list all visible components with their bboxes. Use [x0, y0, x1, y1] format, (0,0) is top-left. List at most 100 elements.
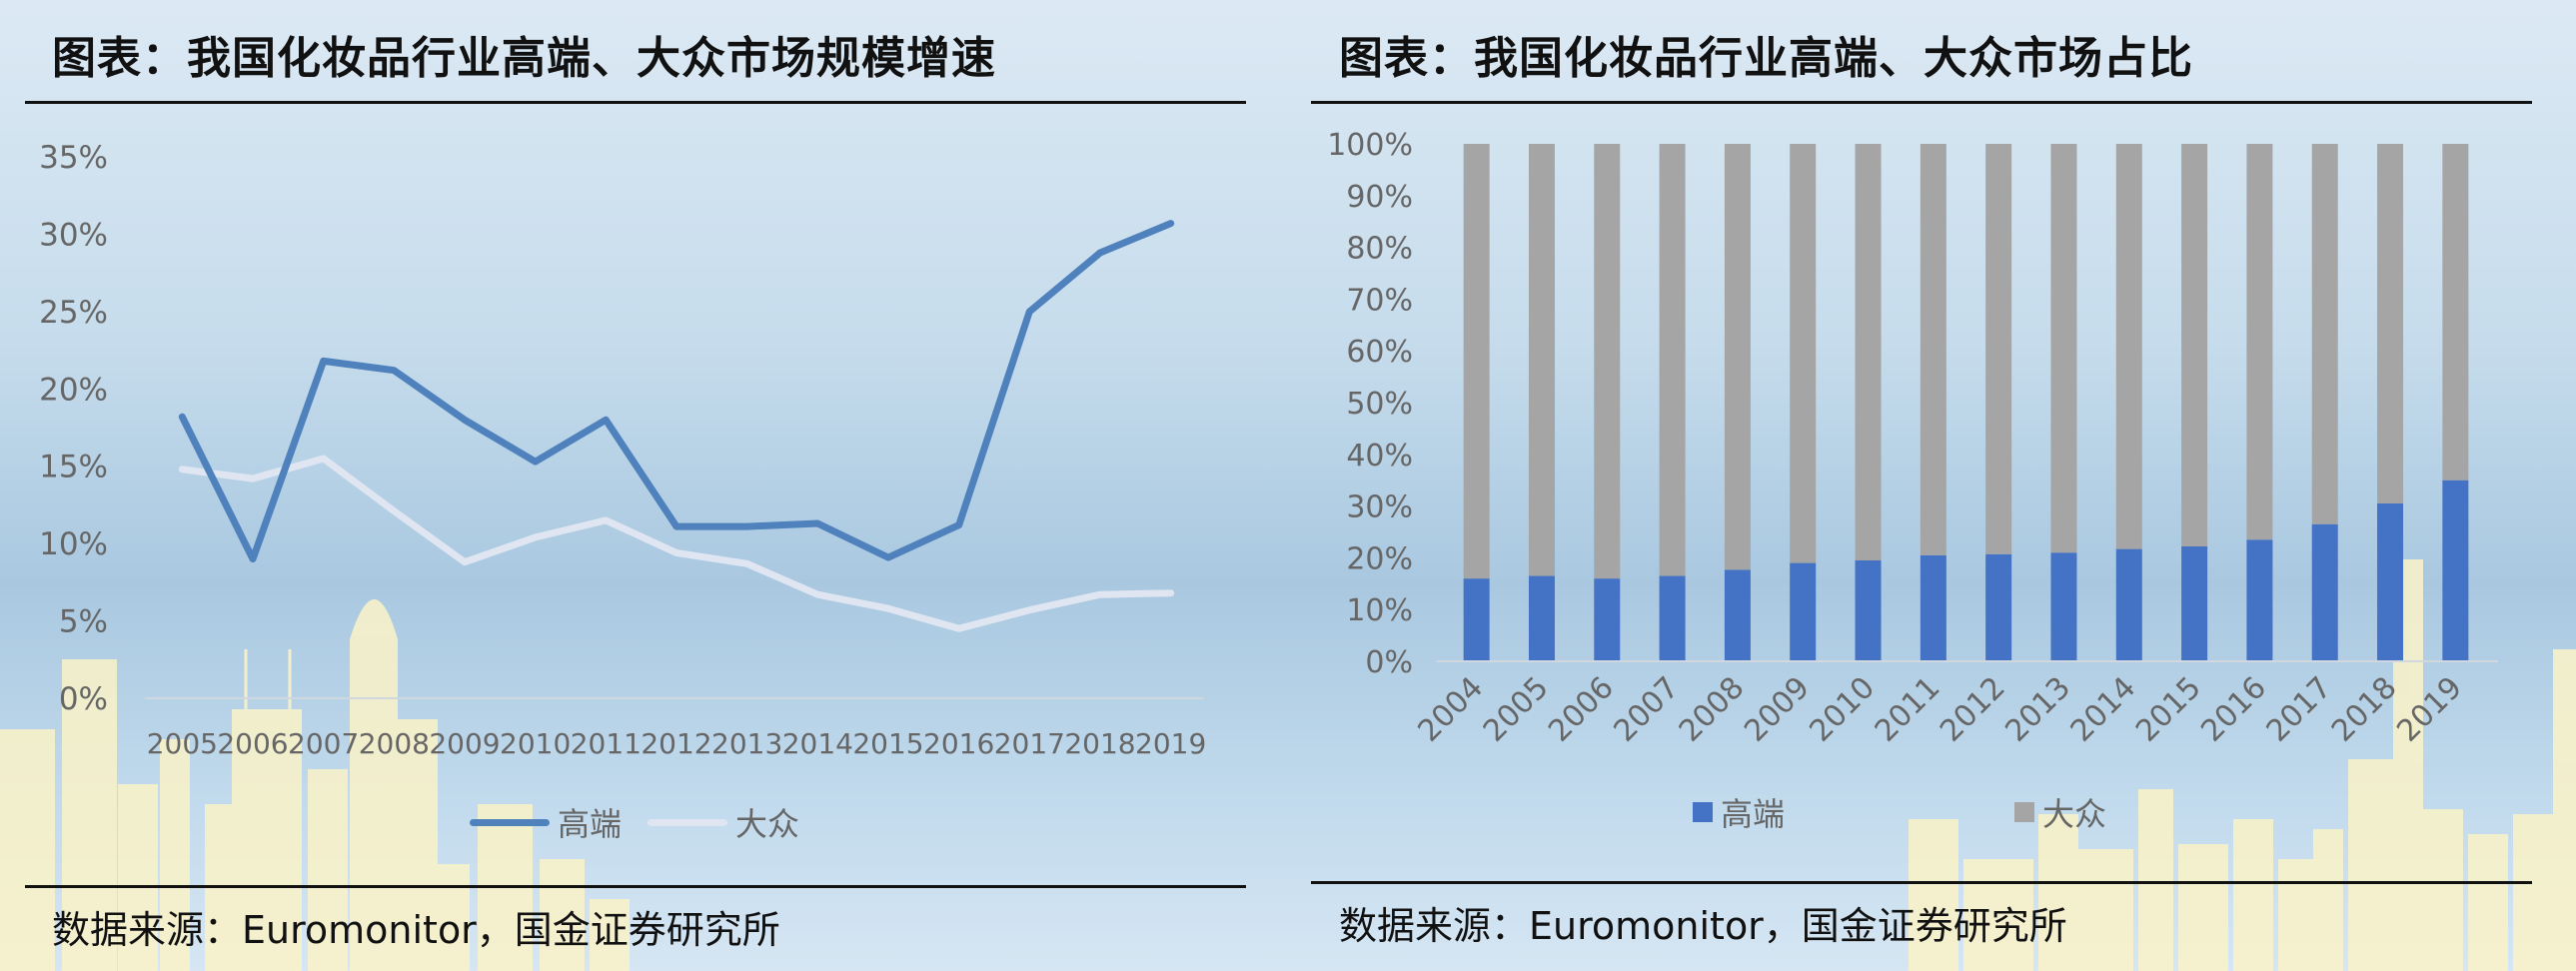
y-tick-label: 0%	[1365, 645, 1413, 680]
y-tick-label: 70%	[1346, 283, 1413, 318]
premium-data-point	[886, 555, 890, 560]
x-tick-label: 2005	[1477, 670, 1556, 749]
x-tick-label: 2007	[288, 727, 359, 760]
mass-data-point	[392, 508, 397, 513]
x-tick-label: 2010	[500, 727, 571, 760]
y-tick-label: 20%	[1346, 541, 1413, 576]
premium-share-bar	[2181, 546, 2208, 661]
y-tick-label: 30%	[1346, 490, 1413, 525]
x-tick-label: 2011	[1869, 670, 1947, 749]
x-tick-label: 2009	[1738, 670, 1817, 749]
mass-data-point	[463, 559, 467, 564]
right-chart-title: 图表：我国化妆品行业高端、大众市场占比	[1339, 33, 2193, 84]
mass-data-point	[886, 606, 890, 611]
x-tick-label: 2012	[1933, 670, 2012, 749]
mass-share-bar	[1920, 144, 1946, 555]
legend-item-premium: 高端	[470, 799, 622, 845]
mass-share-bar	[1528, 144, 1555, 576]
premium-data-point	[533, 460, 538, 465]
x-tick-label: 2019	[2390, 670, 2469, 749]
x-tick-label: 2017	[994, 727, 1065, 760]
mass-share-bar	[1463, 144, 1490, 579]
x-tick-label: 2011	[571, 727, 642, 760]
legend-premium-swatch	[470, 818, 550, 826]
premium-data-point	[956, 522, 961, 527]
x-tick-label: 2016	[923, 727, 994, 760]
premium-share-bar	[2115, 548, 2142, 661]
y-tick-label: 0%	[59, 681, 108, 717]
legend-item-premium-share: 高端	[1693, 789, 1785, 835]
premium-share-bar	[1985, 553, 2012, 661]
premium-data-point	[1168, 221, 1173, 226]
y-tick-label: 90%	[1346, 180, 1413, 215]
y-tick-label: 5%	[59, 604, 108, 640]
premium-share-bar	[2311, 523, 2338, 661]
y-tick-label: 25%	[39, 295, 108, 331]
mass-data-point	[815, 592, 820, 597]
growth-line-chart: 0%5%10%15%20%25%30%35%2005 2006 2007 2008 20…	[39, 140, 1206, 760]
premium-data-point	[744, 524, 749, 529]
mass-share-bar	[2246, 144, 2273, 540]
premium-data-point	[674, 524, 678, 529]
left-source-note: 数据来源：Euromonitor，国金证券研究所	[52, 908, 780, 952]
premium-data-point	[251, 556, 255, 561]
x-tick-label: 2016	[2194, 670, 2273, 749]
x-tick-label: 2013	[711, 727, 782, 760]
mass-series-line	[178, 455, 1175, 632]
mass-data-point	[321, 456, 326, 461]
premium-share-bar	[2050, 552, 2077, 661]
mass-data-point	[744, 561, 749, 566]
premium-share-bar	[2246, 539, 2273, 661]
legend-item-mass: 大众	[647, 799, 799, 845]
x-tick-label: 2014	[2064, 670, 2143, 749]
mass-share-bar	[1659, 144, 1686, 576]
mass-share-bar	[2442, 144, 2469, 481]
x-tick-label: 2015	[2129, 670, 2208, 749]
share-bar-chart: 0%10%20%30%40%50%60%70%80%90%100%2004200…	[1327, 128, 2498, 749]
x-tick-label: 2007	[1608, 670, 1687, 749]
y-tick-label: 50%	[1346, 387, 1413, 422]
x-tick-label: 2006	[217, 727, 288, 760]
y-tick-label: 20%	[39, 372, 108, 408]
x-tick-label: 2008	[1673, 670, 1752, 749]
mass-share-bar	[2115, 144, 2142, 549]
premium-data-point	[463, 418, 467, 423]
mass-share-bar	[2050, 144, 2077, 553]
mass-share-bar	[1724, 144, 1751, 570]
mass-data-point	[180, 467, 185, 472]
legend-mass-share-label: 大众	[2042, 795, 2107, 833]
premium-share-bar	[1594, 578, 1621, 661]
left-title-rule	[25, 101, 1246, 104]
legend-premium-share-label: 高端	[1721, 795, 1786, 833]
premium-data-point	[180, 415, 185, 420]
mass-share-bar	[1985, 144, 2012, 554]
y-tick-label: 100%	[1327, 128, 1413, 163]
y-tick-label: 10%	[39, 526, 108, 562]
mass-data-point	[1098, 592, 1102, 597]
right-source-rule	[1311, 881, 2532, 884]
right-source-note: 数据来源：Euromonitor，国金证券研究所	[1339, 904, 2067, 948]
mass-share-bar	[1594, 144, 1621, 579]
y-tick-label: 30%	[39, 217, 108, 253]
premium-data-point	[392, 368, 397, 373]
mass-share-bar	[2311, 144, 2338, 524]
x-tick-label: 2010	[1803, 670, 1882, 749]
x-tick-label: 2004	[1412, 670, 1491, 749]
mass-data-point	[674, 550, 678, 555]
mass-data-point	[251, 477, 255, 482]
premium-share-bar	[1724, 569, 1751, 661]
mass-data-point	[604, 517, 609, 522]
mass-data-point	[956, 626, 961, 631]
mass-data-point	[1027, 607, 1032, 612]
left-legend: 高端 大众	[470, 799, 799, 845]
right-title-rule	[1311, 101, 2532, 104]
y-tick-label: 35%	[39, 140, 108, 176]
x-tick-label: 2017	[2260, 670, 2339, 749]
premium-series-line	[178, 220, 1175, 563]
mass-share-bar	[1855, 144, 1882, 560]
premium-data-point	[815, 521, 820, 526]
x-tick-label: 2014	[782, 727, 853, 760]
y-tick-label: 15%	[39, 450, 108, 486]
x-tick-label: 2019	[1135, 727, 1206, 760]
x-tick-label: 2013	[1998, 670, 2077, 749]
